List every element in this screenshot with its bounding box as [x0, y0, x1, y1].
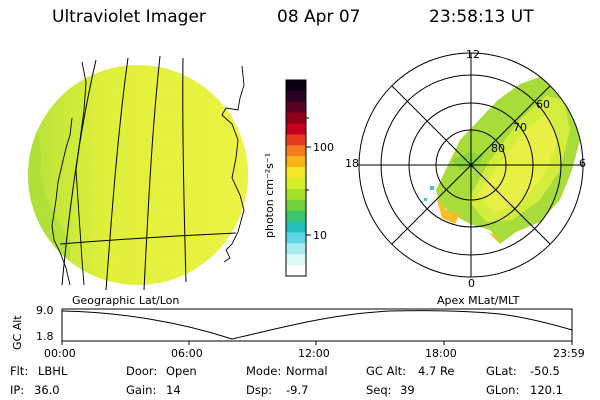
coastline-outline [51, 61, 245, 286]
colorbar-swatch [286, 80, 306, 92]
geographic-panel-label: Geographic Lat/Lon [72, 294, 180, 307]
colorbar-swatch [286, 156, 306, 168]
altitude-xtick-1800: 18:00 [425, 347, 457, 360]
gain-value: 14 [166, 383, 181, 397]
colorbar-swatch [286, 123, 306, 136]
apex-panel-label: Apex MLat/MLT [437, 294, 520, 307]
altitude-xticks [61, 341, 573, 345]
altitude-ylabel: GC Alt [11, 315, 24, 350]
glat-value: -50.5 [530, 364, 560, 378]
colorbar-swatch [286, 232, 306, 244]
altitude-ytick-1-8: 1.8 [36, 330, 54, 343]
flt-value: LBHL [38, 364, 68, 378]
altitude-plot [61, 308, 573, 345]
door-value: Open [166, 364, 197, 378]
colorbar-swatch [286, 101, 306, 114]
glon-label: GLon: [486, 383, 520, 397]
polar-grid [358, 52, 584, 278]
altitude-plot-frame [61, 308, 573, 342]
gain-label: Gain: [126, 383, 157, 397]
colorbar-swatch [286, 112, 306, 125]
ip-label: IP: [10, 383, 25, 397]
colorbar-frame [285, 79, 307, 277]
colorbar-swatch [286, 167, 306, 179]
mlat-label-60: 60 [536, 98, 550, 111]
ip-value: 36.0 [34, 383, 60, 397]
colorbar-swatch [286, 243, 306, 255]
dsp-value: -9.7 [286, 383, 309, 397]
colorbar-swatch [286, 134, 306, 146]
colorbar-swatch [286, 188, 306, 201]
door-label: Door: [126, 364, 158, 378]
glat-label: GLat: [486, 364, 517, 378]
gc-alt-label: GC Alt: [366, 364, 407, 378]
dsp-label: Dsp: [246, 383, 273, 397]
colorbar-swatch [286, 90, 306, 103]
flt-label: Flt: [10, 364, 29, 378]
colorbar-swatch [286, 254, 306, 266]
mode-value: Normal [286, 364, 328, 378]
image-date: 08 Apr 07 [277, 7, 361, 27]
mode-label: Mode: [246, 364, 282, 378]
altitude-curve [61, 310, 573, 340]
seq-value: 39 [400, 383, 415, 397]
colorbar-swatch [286, 210, 306, 223]
altitude-xtick-0600: 06:00 [171, 347, 203, 360]
colorbar-swatch [286, 178, 306, 190]
mlat-label-70: 70 [513, 121, 527, 134]
colorbar-swatch [286, 145, 306, 157]
intensity-colorbar [286, 80, 306, 277]
altitude-xtick-0000: 00:00 [44, 347, 76, 360]
colorbar-unit-label: photon cm⁻²s⁻¹ [263, 152, 276, 238]
mlt-label-18: 18 [345, 157, 359, 170]
mlt-label-0: 0 [468, 277, 475, 290]
glon-value: 120.1 [530, 383, 563, 397]
colorbar-swatch [286, 221, 306, 234]
altitude-ytick-9: 9.0 [36, 304, 54, 317]
image-time: 23:58:13 UT [429, 7, 534, 27]
gc-alt-value: 4.7 Re [418, 364, 455, 378]
mlat-label-80: 80 [491, 142, 505, 155]
geographic-image [28, 55, 248, 291]
colorbar-swatch [286, 199, 306, 212]
colorbar-tick-10: 10 [313, 229, 327, 242]
mlt-label-6: 6 [579, 157, 586, 170]
apex-polar-plot [358, 52, 584, 278]
instrument-title: Ultraviolet Imager [52, 7, 206, 27]
colorbar-tick-100: 100 [313, 141, 334, 154]
mlt-label-12: 12 [466, 48, 480, 61]
altitude-xtick-1200: 12:00 [298, 347, 330, 360]
altitude-xtick-2359: 23:59 [553, 347, 585, 360]
seq-label: Seq: [366, 383, 392, 397]
colorbar-swatch [286, 265, 306, 277]
